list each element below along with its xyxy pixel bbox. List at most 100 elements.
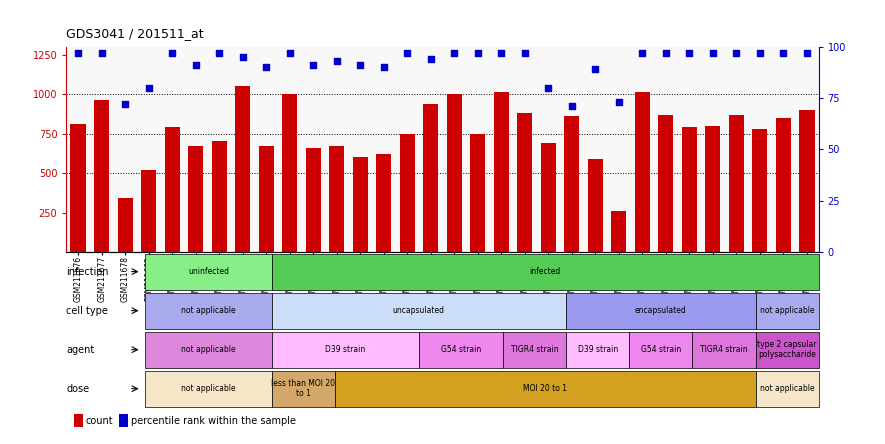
Bar xyxy=(756,371,819,407)
Bar xyxy=(629,332,692,368)
Bar xyxy=(188,146,204,252)
Point xyxy=(212,49,227,56)
Bar xyxy=(503,332,566,368)
Bar xyxy=(470,134,485,252)
Point xyxy=(71,49,85,56)
Point xyxy=(729,49,743,56)
Text: G54 strain: G54 strain xyxy=(641,345,681,354)
Bar xyxy=(612,211,627,252)
Bar xyxy=(419,332,503,368)
Bar xyxy=(566,332,629,368)
Bar xyxy=(258,146,273,252)
Text: D39 strain: D39 strain xyxy=(578,345,618,354)
Bar xyxy=(118,198,133,252)
Bar xyxy=(400,134,415,252)
Text: not applicable: not applicable xyxy=(181,384,235,393)
Bar xyxy=(517,113,533,252)
Bar xyxy=(658,115,673,252)
Point xyxy=(682,49,696,56)
Bar xyxy=(752,129,767,252)
Bar xyxy=(799,110,814,252)
Text: not applicable: not applicable xyxy=(759,306,814,315)
Point xyxy=(424,56,438,63)
Text: agent: agent xyxy=(66,345,95,355)
Bar xyxy=(566,293,756,329)
Bar xyxy=(692,332,756,368)
Text: percentile rank within the sample: percentile rank within the sample xyxy=(131,416,296,425)
Text: type 2 capsular
polysaccharide: type 2 capsular polysaccharide xyxy=(758,340,817,359)
Bar xyxy=(235,86,250,252)
Bar xyxy=(447,94,462,252)
Point xyxy=(635,49,650,56)
Text: GDS3041 / 201511_at: GDS3041 / 201511_at xyxy=(66,27,204,40)
Point xyxy=(282,49,296,56)
Text: cell type: cell type xyxy=(66,305,108,316)
Text: count: count xyxy=(86,416,113,425)
Bar xyxy=(145,371,272,407)
Bar xyxy=(282,94,297,252)
Bar xyxy=(776,118,791,252)
Text: encapsulated: encapsulated xyxy=(635,306,687,315)
Bar xyxy=(728,115,744,252)
Text: not applicable: not applicable xyxy=(759,384,814,393)
Text: not applicable: not applicable xyxy=(181,345,235,354)
Bar xyxy=(329,146,344,252)
Point xyxy=(471,49,485,56)
Bar xyxy=(165,127,180,252)
Bar xyxy=(212,142,227,252)
Bar xyxy=(335,371,756,407)
Bar xyxy=(588,159,603,252)
Bar xyxy=(756,293,819,329)
Point xyxy=(776,49,790,56)
Point xyxy=(118,101,132,108)
Bar xyxy=(272,254,819,289)
Bar xyxy=(94,100,109,252)
Bar xyxy=(119,414,128,427)
Point xyxy=(329,57,343,64)
Point xyxy=(800,49,814,56)
Text: D39 strain: D39 strain xyxy=(325,345,366,354)
Bar xyxy=(305,148,321,252)
Bar xyxy=(376,154,391,252)
Bar xyxy=(73,414,83,427)
Text: infected: infected xyxy=(529,267,561,276)
Point xyxy=(353,62,367,69)
Bar xyxy=(145,293,272,329)
Text: TIGR4 strain: TIGR4 strain xyxy=(511,345,558,354)
Point xyxy=(259,63,273,71)
Bar xyxy=(635,92,650,252)
Point xyxy=(542,84,556,91)
Point xyxy=(142,84,156,91)
Text: G54 strain: G54 strain xyxy=(441,345,481,354)
Bar xyxy=(272,293,566,329)
Bar xyxy=(272,332,419,368)
Point xyxy=(612,99,626,106)
Point xyxy=(658,49,673,56)
Point xyxy=(377,63,391,71)
Bar xyxy=(141,170,157,252)
Bar xyxy=(756,332,819,368)
Bar xyxy=(145,254,272,289)
Bar xyxy=(71,124,86,252)
Text: less than MOI 20
to 1: less than MOI 20 to 1 xyxy=(271,379,335,398)
Point xyxy=(306,62,320,69)
Text: uninfected: uninfected xyxy=(188,267,229,276)
Bar xyxy=(352,157,368,252)
Point xyxy=(235,53,250,60)
Text: infection: infection xyxy=(66,266,109,277)
Text: dose: dose xyxy=(66,384,89,394)
Bar xyxy=(423,103,438,252)
Bar xyxy=(145,332,272,368)
Text: MOI 20 to 1: MOI 20 to 1 xyxy=(523,384,567,393)
Text: uncapsulated: uncapsulated xyxy=(393,306,445,315)
Point xyxy=(494,49,508,56)
Point xyxy=(753,49,767,56)
Point xyxy=(705,49,720,56)
Point xyxy=(189,62,203,69)
Bar xyxy=(705,126,720,252)
Point xyxy=(518,49,532,56)
Bar xyxy=(494,92,509,252)
Point xyxy=(565,103,579,110)
Bar xyxy=(564,116,580,252)
Point xyxy=(400,49,414,56)
